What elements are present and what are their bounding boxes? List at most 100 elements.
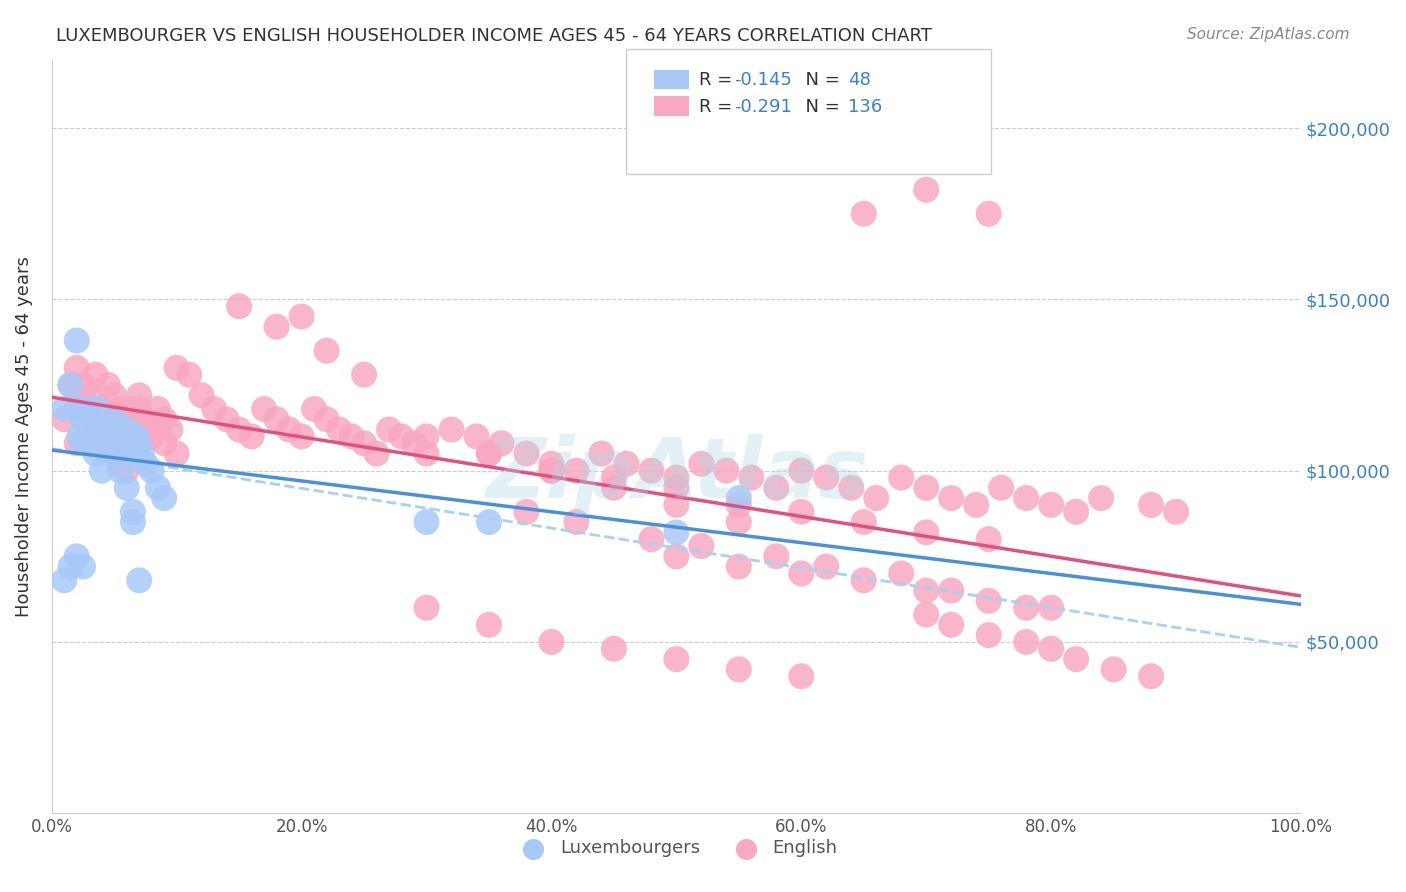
Point — [66, 549, 89, 564]
Legend: Luxembourgers, English: Luxembourgers, English — [508, 832, 845, 864]
Point — [103, 446, 125, 460]
Point — [122, 446, 145, 460]
Point — [59, 378, 82, 392]
Point — [153, 436, 176, 450]
Point — [852, 574, 875, 588]
Point — [665, 498, 688, 512]
Point — [90, 464, 112, 478]
Point — [540, 464, 562, 478]
Point — [727, 498, 749, 512]
Point — [90, 402, 112, 417]
Point — [291, 310, 314, 324]
Point — [852, 515, 875, 529]
Point — [1040, 498, 1063, 512]
Point — [890, 470, 912, 484]
Point — [90, 429, 112, 443]
Point — [72, 559, 94, 574]
Point — [80, 436, 103, 450]
Point — [727, 559, 749, 574]
Point — [266, 412, 288, 426]
Point — [915, 525, 938, 540]
Y-axis label: Householder Income Ages 45 - 64 years: Householder Income Ages 45 - 64 years — [15, 256, 32, 617]
Point — [97, 429, 120, 443]
Point — [665, 549, 688, 564]
Point — [415, 515, 437, 529]
Point — [66, 436, 89, 450]
Point — [84, 429, 107, 443]
Point — [93, 423, 115, 437]
Point — [53, 402, 76, 417]
Point — [215, 412, 238, 426]
Point — [839, 481, 862, 495]
Point — [202, 402, 225, 417]
Point — [478, 446, 501, 460]
Point — [640, 532, 662, 546]
Point — [665, 525, 688, 540]
Point — [115, 412, 138, 426]
Point — [315, 412, 337, 426]
Point — [640, 464, 662, 478]
Point — [603, 641, 626, 656]
Point — [1102, 662, 1125, 676]
Text: 136: 136 — [848, 98, 882, 116]
Point — [852, 207, 875, 221]
Point — [128, 574, 150, 588]
Point — [740, 470, 762, 484]
Point — [146, 402, 169, 417]
Point — [112, 429, 135, 443]
Point — [141, 464, 163, 478]
Point — [141, 429, 163, 443]
Point — [1140, 669, 1163, 683]
Point — [97, 436, 120, 450]
Point — [291, 429, 314, 443]
Point — [790, 669, 813, 683]
Point — [115, 423, 138, 437]
Point — [716, 464, 738, 478]
Point — [122, 402, 145, 417]
Point — [478, 515, 501, 529]
Point — [128, 388, 150, 402]
Point — [228, 299, 250, 313]
Point — [328, 423, 350, 437]
Point — [540, 457, 562, 471]
Point — [540, 464, 562, 478]
Text: ZipAtlas: ZipAtlas — [485, 434, 868, 515]
Point — [128, 436, 150, 450]
Point — [915, 607, 938, 622]
Point — [59, 378, 82, 392]
Point — [478, 617, 501, 632]
Point — [616, 457, 638, 471]
Point — [115, 481, 138, 495]
Point — [103, 388, 125, 402]
Point — [110, 436, 132, 450]
Point — [603, 470, 626, 484]
Point — [727, 662, 749, 676]
Point — [84, 423, 107, 437]
Point — [815, 559, 838, 574]
Point — [941, 491, 963, 505]
Text: R =: R = — [699, 71, 738, 89]
Point — [990, 481, 1012, 495]
Point — [118, 436, 141, 450]
Point — [415, 429, 437, 443]
Point — [315, 343, 337, 358]
Point — [353, 436, 375, 450]
Point — [110, 402, 132, 417]
Point — [1140, 498, 1163, 512]
Point — [66, 402, 89, 417]
Point — [977, 532, 1000, 546]
Point — [378, 423, 401, 437]
Point — [77, 402, 100, 417]
Point — [366, 446, 388, 460]
Point — [66, 360, 89, 375]
Point — [665, 652, 688, 666]
Point — [977, 594, 1000, 608]
Point — [179, 368, 201, 382]
Point — [665, 470, 688, 484]
Point — [1015, 635, 1038, 649]
Point — [53, 412, 76, 426]
Point — [90, 423, 112, 437]
Point — [84, 446, 107, 460]
Point — [72, 412, 94, 426]
Point — [66, 334, 89, 348]
